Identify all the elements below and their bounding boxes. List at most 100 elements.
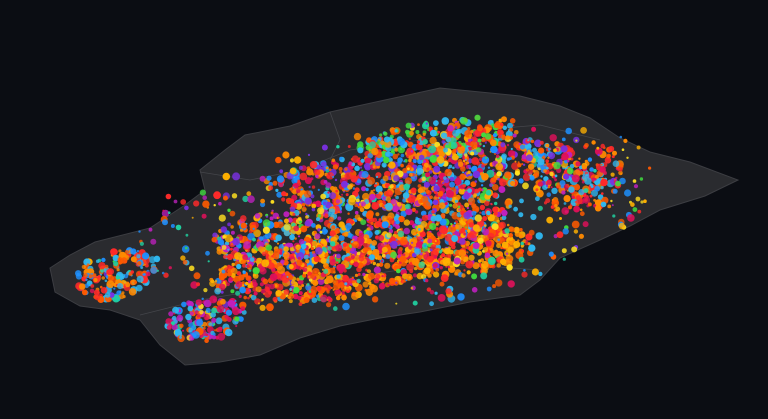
- data-point: [305, 215, 309, 219]
- data-point: [543, 176, 549, 182]
- data-point: [310, 246, 314, 251]
- data-point: [406, 263, 414, 271]
- data-point: [373, 277, 380, 284]
- data-point: [581, 164, 587, 170]
- data-point: [121, 273, 126, 278]
- data-point: [417, 187, 424, 194]
- data-point: [543, 169, 547, 173]
- data-point: [437, 196, 440, 199]
- data-point: [201, 213, 207, 219]
- data-point: [368, 149, 372, 152]
- data-point: [268, 259, 272, 263]
- data-point: [501, 153, 507, 159]
- data-point: [320, 161, 327, 168]
- data-point: [519, 228, 523, 232]
- data-point: [319, 230, 323, 234]
- data-point: [306, 168, 314, 176]
- data-point: [619, 135, 623, 139]
- data-point: [611, 204, 614, 207]
- data-point: [140, 266, 144, 269]
- data-point: [403, 219, 410, 226]
- data-point: [216, 305, 225, 313]
- data-point: [449, 176, 455, 182]
- data-point: [142, 273, 146, 276]
- data-point: [377, 234, 385, 242]
- data-point: [300, 243, 307, 250]
- data-point: [162, 219, 168, 226]
- data-point: [412, 164, 418, 170]
- data-point: [341, 290, 345, 295]
- data-point: [518, 178, 524, 184]
- data-point: [276, 191, 283, 198]
- data-point: [415, 259, 419, 263]
- data-point: [252, 227, 255, 230]
- data-point: [125, 282, 131, 288]
- data-point: [362, 272, 366, 277]
- data-point: [509, 127, 514, 132]
- data-point: [440, 274, 449, 282]
- data-point: [506, 143, 510, 147]
- data-point: [229, 210, 236, 217]
- data-point: [405, 208, 413, 216]
- data-point: [496, 243, 502, 249]
- data-point: [525, 154, 533, 162]
- data-point: [559, 217, 562, 220]
- data-point: [444, 201, 448, 206]
- data-point: [429, 156, 437, 163]
- data-point: [573, 205, 580, 213]
- data-point: [429, 290, 435, 295]
- data-point: [422, 138, 429, 145]
- data-point: [624, 189, 632, 197]
- data-point: [242, 195, 249, 203]
- data-point: [578, 189, 585, 196]
- data-point: [470, 138, 473, 141]
- data-point: [207, 260, 210, 263]
- data-point: [289, 287, 292, 291]
- data-point: [608, 145, 615, 152]
- data-point: [481, 137, 486, 143]
- data-point: [459, 227, 466, 234]
- data-point: [411, 241, 414, 244]
- data-point: [591, 189, 598, 197]
- data-point: [480, 184, 484, 187]
- data-point: [289, 206, 296, 213]
- data-point: [326, 302, 332, 308]
- data-point: [632, 207, 638, 212]
- data-point: [388, 161, 396, 169]
- data-point: [580, 126, 587, 134]
- data-point: [493, 122, 500, 129]
- data-point: [584, 143, 589, 148]
- data-point: [623, 138, 628, 143]
- data-point: [299, 268, 302, 271]
- data-point: [504, 228, 510, 234]
- data-point: [227, 222, 232, 227]
- data-point: [302, 267, 308, 273]
- data-point: [429, 248, 433, 252]
- data-point: [317, 214, 321, 218]
- data-point: [426, 167, 430, 171]
- data-point: [405, 203, 411, 210]
- data-point: [259, 304, 266, 311]
- data-point: [338, 167, 343, 171]
- data-point: [368, 272, 375, 280]
- data-point: [329, 259, 336, 266]
- data-point: [297, 256, 301, 260]
- data-point: [298, 238, 305, 245]
- data-point: [519, 144, 526, 150]
- data-point: [457, 205, 461, 209]
- data-point: [481, 173, 489, 181]
- data-point: [610, 172, 615, 177]
- data-point: [117, 283, 124, 290]
- data-point: [100, 287, 108, 294]
- data-point: [112, 294, 120, 303]
- data-point: [327, 191, 330, 194]
- data-point: [449, 203, 453, 207]
- data-point: [240, 306, 246, 311]
- data-point: [490, 203, 493, 206]
- data-point: [428, 145, 437, 154]
- data-point: [508, 204, 512, 208]
- data-point: [620, 172, 623, 175]
- data-point: [288, 296, 291, 300]
- data-point: [259, 282, 264, 287]
- data-point: [248, 269, 252, 272]
